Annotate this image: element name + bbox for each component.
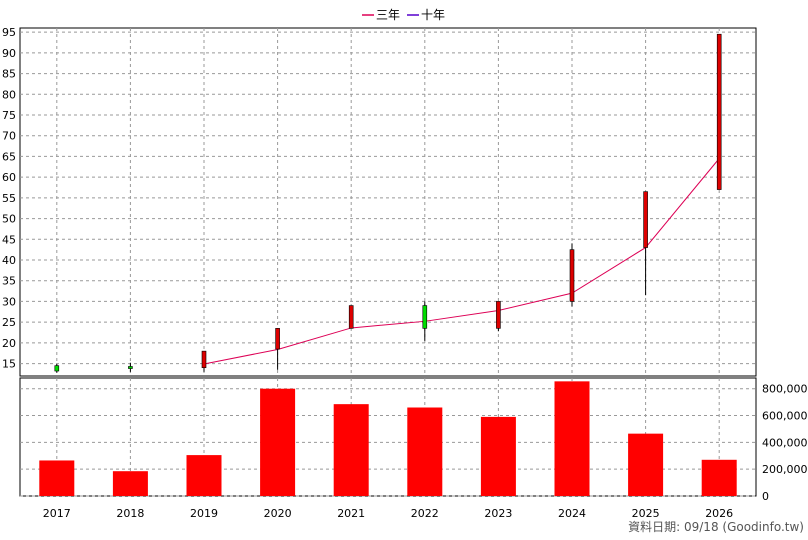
price-tick-label: 15	[2, 358, 16, 371]
x-tick-label: 2021	[337, 507, 365, 520]
volume-tick-label: 600,000	[762, 410, 808, 423]
volume-tick-label: 400,000	[762, 436, 808, 449]
price-tick-label: 70	[2, 130, 16, 143]
legend-label-3yr: 三年	[376, 8, 400, 22]
volume-tick-label: 0	[762, 490, 769, 503]
candle-body	[275, 328, 280, 350]
x-tick-label: 2022	[411, 507, 439, 520]
x-tick-label: 2025	[632, 507, 660, 520]
price-tick-label: 40	[2, 254, 16, 267]
legend: 三年 十年	[362, 8, 445, 22]
volume-bar	[407, 407, 443, 496]
price-tick-label: 65	[2, 150, 16, 163]
price-tick-label: 20	[2, 337, 16, 350]
candle-body	[128, 366, 133, 369]
ma3-line	[203, 158, 720, 365]
volume-bar	[39, 460, 75, 496]
candle-body	[643, 191, 648, 248]
x-tick-label: 2020	[264, 507, 292, 520]
price-tick-label: 35	[2, 275, 16, 288]
volume-panel: 0 200,000 400,000 600,000 800,000	[19, 377, 808, 503]
price-panel: 15 20 25 30 35 40 45 50 55 60 65 70 75 80 85 90 95	[2, 26, 757, 377]
volume-bar	[554, 381, 590, 496]
volume-bar	[701, 459, 737, 496]
x-tick-label: 2017	[43, 507, 71, 520]
volume-bar	[333, 404, 369, 496]
legend-label-10yr: 十年	[421, 8, 445, 22]
price-tick-label: 85	[2, 68, 16, 81]
volume-bar	[480, 416, 516, 496]
x-tick-label: 2018	[116, 507, 144, 520]
candle-body	[716, 33, 722, 190]
price-tick-label: 30	[2, 295, 16, 308]
volume-bar	[112, 471, 148, 496]
candle-body	[201, 350, 207, 369]
candle-body	[422, 305, 428, 329]
x-tick-label: 2019	[190, 507, 218, 520]
candle-body	[348, 305, 354, 329]
price-tick-label: 50	[2, 213, 16, 226]
price-tick-label: 25	[2, 316, 16, 329]
price-tick-label: 55	[2, 192, 16, 205]
volume-tick-label: 200,000	[762, 463, 808, 476]
x-tick-label: 2024	[558, 507, 586, 520]
x-tick-label: 2026	[705, 507, 733, 520]
volume-tick-label: 800,000	[762, 383, 808, 396]
price-plot-frame	[19, 27, 757, 377]
candle-body	[569, 249, 575, 302]
candle-body	[54, 365, 60, 372]
volume-bar	[186, 455, 222, 496]
price-tick-label: 90	[2, 47, 16, 60]
volume-bar	[260, 388, 296, 496]
price-tick-label: 80	[2, 88, 16, 101]
price-tick-label: 60	[2, 171, 16, 184]
x-axis: 2017 2018 2019 2020 2021 2022 2023 2024 2025 2026	[43, 507, 733, 520]
candle-body	[496, 301, 501, 329]
price-tick-label: 45	[2, 233, 16, 246]
price-tick-label: 75	[2, 109, 16, 122]
price-tick-label: 95	[2, 26, 16, 39]
x-tick-label: 2023	[484, 507, 512, 520]
volume-bar	[628, 433, 664, 496]
footer-credit: 資料日期: 09/18 (Goodinfo.tw)	[628, 520, 804, 534]
